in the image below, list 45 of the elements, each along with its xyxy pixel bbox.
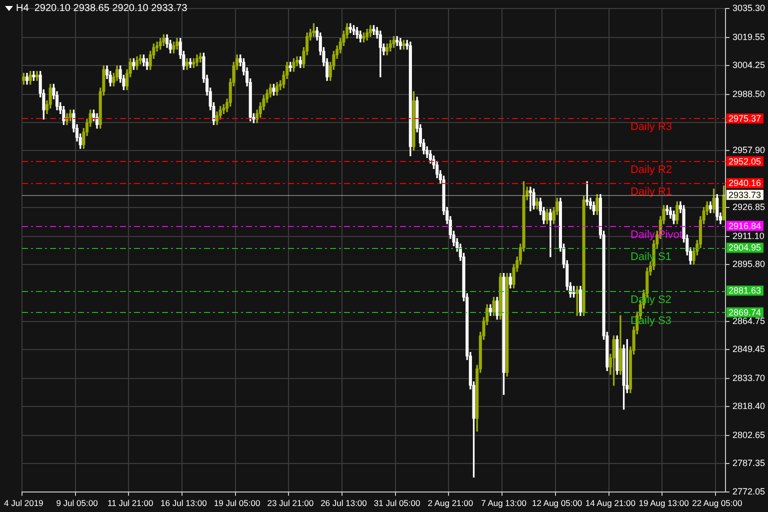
text: 2952.05 [728,156,762,166]
x-tick-label: 31 Jul 05:00 [374,498,420,508]
x-tick-label: 7 Aug 13:00 [481,498,527,508]
text: 2881.63 [728,286,762,296]
x-tick-label: 19 Jul 05:00 [214,498,260,508]
x-tick-label: 26 Jul 13:00 [320,498,368,508]
x-tick-label: 9 Jul 05:00 [56,498,98,508]
y-tick-label: 2818.40 [732,401,766,412]
x-tick-label: 22 Aug 05:00 [692,498,742,508]
y-tick-label: 2833.70 [732,373,766,384]
y-tick-label: 2926.85 [732,202,766,212]
y-tick-label: 2988.50 [732,88,766,99]
x-tick-label: 14 Aug 21:00 [585,498,636,508]
y-tick-label: 2802.65 [732,430,766,440]
y-tick-label: 2787.35 [732,458,766,468]
text: 2904.95 [728,242,762,253]
y-tick-label: 2957.90 [732,145,766,156]
y-tick-label: 3004.25 [732,60,766,70]
candlestick [528,186,532,212]
y-tick-label: 2864.75 [732,316,766,326]
y-tick-label: 2895.80 [732,259,766,270]
x-tick-label: 4 Jul 2019 [4,498,44,508]
chart-title: H4 2920.10 2938.65 2920.10 2933.73 [16,2,188,14]
y-tick-label: 2772.05 [732,486,766,496]
text: 2869.74 [728,307,762,318]
y-tick-label: 3035.30 [732,2,766,13]
y-tick-label: 3019.55 [732,32,766,42]
x-tick-label: 12 Aug 05:00 [532,498,582,508]
candlestick [396,36,399,46]
text: 2975.37 [728,113,762,124]
ref-line-label: Daily R3 [630,121,672,134]
ref-line-label: Daily R2 [630,164,672,176]
x-tick-label: 16 Jul 13:00 [160,498,208,508]
candlestick [35,71,39,81]
x-tick-label: 2 Aug 21:00 [428,498,474,508]
candlestick [548,208,552,258]
x-tick-label: 23 Jul 21:00 [267,498,314,508]
y-tick-label: 2849.45 [732,344,766,354]
y-tick-label: 2911.10 [732,230,764,241]
text: 2933.73 [728,190,762,200]
ref-line-label: Daily R1 [630,186,672,198]
x-tick-label: 11 Jul 21:00 [108,498,154,508]
x-tick-label: 19 Aug 13:00 [638,498,690,508]
text: 2916.84 [728,220,762,231]
text: 2940.16 [728,178,762,188]
